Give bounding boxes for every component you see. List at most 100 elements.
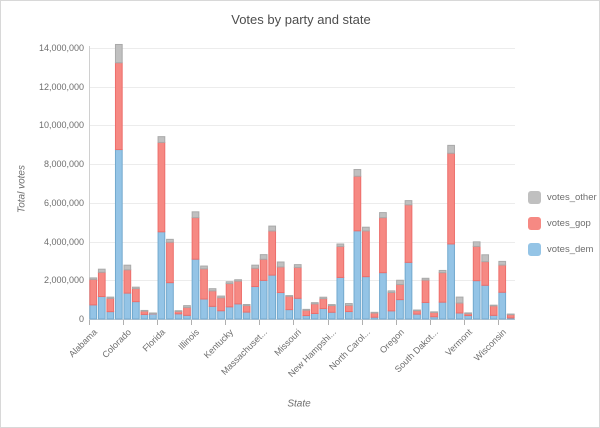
bar-segment-votes_other[interactable] bbox=[336, 243, 345, 247]
bar-segment-votes_gop[interactable] bbox=[217, 297, 225, 312]
bar-segment-votes_gop[interactable] bbox=[489, 305, 498, 316]
bar-segment-votes_other[interactable] bbox=[174, 310, 183, 312]
legend-item-votes_gop[interactable]: votes_gop bbox=[528, 217, 597, 230]
bar-segment-votes_dem[interactable] bbox=[114, 149, 123, 320]
bar-segment-votes_dem[interactable] bbox=[285, 309, 294, 320]
bar-segment-votes_gop[interactable] bbox=[114, 62, 123, 151]
bar-segment-votes_dem[interactable] bbox=[106, 311, 115, 320]
bar-segment-votes_gop[interactable] bbox=[396, 283, 404, 301]
bar-segment-votes_gop[interactable] bbox=[208, 290, 217, 307]
bar-segment-votes_other[interactable] bbox=[97, 268, 106, 273]
bar-segment-votes_dem[interactable] bbox=[293, 297, 302, 320]
bar-segment-votes_other[interactable] bbox=[251, 264, 259, 269]
bar-segment-votes_other[interactable] bbox=[259, 254, 268, 260]
bar-segment-votes_other[interactable] bbox=[234, 279, 242, 282]
bar-segment-votes_dem[interactable] bbox=[327, 311, 336, 320]
bar-segment-votes_gop[interactable] bbox=[285, 295, 294, 311]
bar-segment-votes_gop[interactable] bbox=[234, 280, 242, 305]
bar-segment-votes_gop[interactable] bbox=[472, 245, 481, 282]
bar-segment-votes_other[interactable] bbox=[447, 144, 455, 154]
bar-segment-votes_dem[interactable] bbox=[174, 313, 183, 320]
bar-segment-votes_other[interactable] bbox=[362, 226, 370, 232]
bar-segment-votes_gop[interactable] bbox=[370, 312, 379, 318]
bar-segment-votes_dem[interactable] bbox=[242, 311, 251, 320]
bar-segment-votes_gop[interactable] bbox=[387, 291, 396, 312]
bar-segment-votes_other[interactable] bbox=[379, 212, 387, 219]
bar-segment-votes_other[interactable] bbox=[472, 241, 481, 247]
bar-segment-votes_other[interactable] bbox=[132, 286, 140, 290]
bar-segment-votes_other[interactable] bbox=[276, 261, 285, 268]
bar-segment-votes_dem[interactable] bbox=[464, 315, 472, 320]
bar-segment-votes_gop[interactable] bbox=[106, 297, 115, 313]
bar-segment-votes_other[interactable] bbox=[310, 302, 319, 305]
bar-segment-votes_dem[interactable] bbox=[157, 231, 166, 320]
bar-segment-votes_gop[interactable] bbox=[498, 264, 507, 293]
bar-segment-votes_dem[interactable] bbox=[310, 312, 319, 320]
bar-segment-votes_other[interactable] bbox=[149, 312, 157, 315]
bar-segment-votes_other[interactable] bbox=[413, 309, 421, 312]
bar-segment-votes_dem[interactable] bbox=[362, 276, 370, 320]
bar-segment-votes_other[interactable] bbox=[370, 311, 379, 314]
bar-segment-votes_gop[interactable] bbox=[191, 217, 200, 260]
bar-segment-votes_other[interactable] bbox=[183, 305, 191, 308]
bar-segment-votes_other[interactable] bbox=[430, 311, 438, 313]
bar-segment-votes_other[interactable] bbox=[166, 238, 174, 243]
bar-segment-votes_gop[interactable] bbox=[353, 175, 362, 232]
bar-segment-votes_gop[interactable] bbox=[302, 309, 311, 317]
bar-segment-votes_other[interactable] bbox=[106, 296, 115, 299]
bar-segment-votes_gop[interactable] bbox=[183, 306, 191, 316]
bar-segment-votes_gop[interactable] bbox=[430, 311, 438, 318]
bar-segment-votes_other[interactable] bbox=[421, 277, 430, 281]
bar-segment-votes_gop[interactable] bbox=[421, 279, 430, 303]
bar-segment-votes_dem[interactable] bbox=[166, 282, 174, 320]
bar-segment-votes_gop[interactable] bbox=[327, 305, 336, 313]
bar-segment-votes_dem[interactable] bbox=[225, 306, 234, 320]
bar-segment-votes_dem[interactable] bbox=[319, 308, 328, 320]
bar-segment-votes_dem[interactable] bbox=[89, 304, 98, 320]
bar-segment-votes_other[interactable] bbox=[285, 295, 294, 297]
bar-segment-votes_dem[interactable] bbox=[208, 305, 217, 320]
bar-segment-votes_dem[interactable] bbox=[345, 311, 353, 320]
bar-segment-votes_gop[interactable] bbox=[345, 304, 353, 313]
bar-segment-votes_gop[interactable] bbox=[379, 217, 387, 274]
bar-segment-votes_dem[interactable] bbox=[123, 292, 132, 320]
bar-segment-votes_gop[interactable] bbox=[438, 272, 447, 303]
legend-item-votes_other[interactable]: votes_other bbox=[528, 191, 597, 204]
bar-segment-votes_dem[interactable] bbox=[447, 243, 455, 320]
bar-segment-votes_dem[interactable] bbox=[183, 314, 191, 320]
bar-segment-votes_other[interactable] bbox=[123, 264, 132, 271]
bar-segment-votes_other[interactable] bbox=[114, 43, 123, 64]
bar-segment-votes_dem[interactable] bbox=[200, 298, 208, 320]
bar-segment-votes_dem[interactable] bbox=[353, 230, 362, 320]
bar-segment-votes_dem[interactable] bbox=[379, 272, 387, 320]
bar-segment-votes_other[interactable] bbox=[242, 304, 251, 307]
bar-segment-votes_dem[interactable] bbox=[302, 315, 311, 320]
bar-segment-votes_other[interactable] bbox=[157, 136, 166, 143]
bar-segment-votes_other[interactable] bbox=[345, 303, 353, 306]
bar-segment-votes_gop[interactable] bbox=[166, 241, 174, 284]
bar-segment-votes_other[interactable] bbox=[225, 281, 234, 285]
bar-segment-votes_dem[interactable] bbox=[234, 303, 242, 320]
bar-segment-votes_gop[interactable] bbox=[268, 230, 277, 276]
bar-segment-votes_dem[interactable] bbox=[404, 261, 413, 320]
bar-segment-votes_gop[interactable] bbox=[310, 303, 319, 314]
bar-segment-votes_dem[interactable] bbox=[259, 279, 268, 320]
bar-segment-votes_other[interactable] bbox=[208, 288, 217, 292]
bar-segment-votes_other[interactable] bbox=[293, 264, 302, 268]
bar-segment-votes_gop[interactable] bbox=[259, 258, 268, 281]
bar-segment-votes_other[interactable] bbox=[89, 277, 98, 280]
bar-segment-votes_dem[interactable] bbox=[132, 301, 140, 320]
bar-segment-votes_gop[interactable] bbox=[251, 267, 259, 288]
bar-segment-votes_dem[interactable] bbox=[396, 299, 404, 320]
bar-segment-votes_gop[interactable] bbox=[293, 266, 302, 299]
bar-segment-votes_dem[interactable] bbox=[498, 291, 507, 320]
bar-segment-votes_gop[interactable] bbox=[132, 288, 140, 303]
bar-segment-votes_gop[interactable] bbox=[200, 268, 208, 300]
bar-segment-votes_dem[interactable] bbox=[217, 310, 225, 320]
bar-segment-votes_gop[interactable] bbox=[157, 141, 166, 233]
bar-segment-votes_dem[interactable] bbox=[455, 312, 464, 320]
bar-segment-votes_other[interactable] bbox=[498, 260, 507, 266]
bar-segment-votes_other[interactable] bbox=[489, 304, 498, 307]
bar-segment-votes_gop[interactable] bbox=[362, 230, 370, 278]
bar-segment-votes_dem[interactable] bbox=[336, 276, 345, 320]
